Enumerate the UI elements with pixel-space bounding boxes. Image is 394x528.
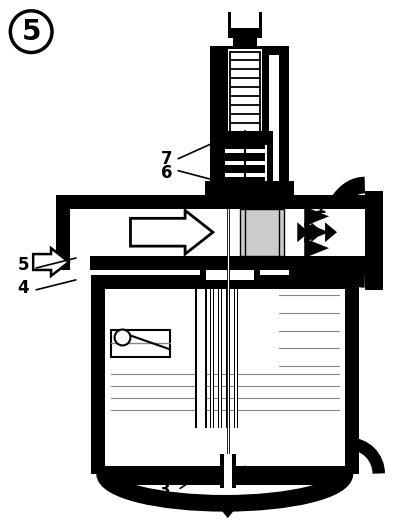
- Bar: [218, 289, 222, 428]
- Bar: [229, 149, 260, 153]
- Text: 2: 2: [309, 467, 321, 485]
- Bar: [279, 45, 289, 204]
- Bar: [220, 454, 236, 488]
- Polygon shape: [304, 206, 329, 227]
- Bar: [56, 256, 210, 270]
- Polygon shape: [33, 248, 69, 276]
- Text: 5: 5: [18, 256, 29, 274]
- Polygon shape: [304, 222, 329, 242]
- Bar: [289, 256, 379, 276]
- Bar: [228, 30, 262, 37]
- Bar: [219, 289, 221, 428]
- Bar: [197, 289, 205, 428]
- Polygon shape: [311, 222, 323, 242]
- Bar: [210, 45, 289, 55]
- Polygon shape: [304, 238, 329, 258]
- Text: 6: 6: [161, 164, 172, 182]
- Bar: [231, 12, 258, 27]
- Bar: [210, 289, 214, 428]
- Bar: [229, 173, 260, 177]
- Bar: [225, 177, 264, 185]
- Bar: [224, 454, 232, 488]
- Bar: [233, 37, 256, 45]
- Circle shape: [115, 329, 130, 345]
- Bar: [91, 275, 359, 289]
- Bar: [235, 289, 237, 428]
- Text: 7: 7: [160, 150, 172, 168]
- Polygon shape: [130, 210, 213, 254]
- Bar: [105, 466, 345, 485]
- Text: 3: 3: [158, 482, 170, 499]
- Bar: [229, 161, 260, 165]
- Bar: [210, 45, 220, 204]
- Bar: [205, 181, 294, 195]
- Bar: [226, 289, 230, 428]
- Polygon shape: [220, 508, 236, 518]
- Bar: [105, 289, 345, 459]
- Bar: [234, 289, 238, 428]
- Bar: [345, 275, 359, 474]
- Bar: [219, 164, 224, 169]
- Text: 1: 1: [314, 200, 326, 218]
- Bar: [70, 256, 90, 270]
- Bar: [218, 131, 225, 185]
- Bar: [206, 270, 254, 280]
- Bar: [268, 138, 273, 144]
- Polygon shape: [297, 222, 309, 242]
- Bar: [228, 49, 262, 142]
- Bar: [228, 12, 262, 30]
- Bar: [220, 45, 269, 145]
- Bar: [200, 270, 260, 280]
- Bar: [219, 177, 224, 183]
- Bar: [240, 210, 284, 256]
- Bar: [268, 164, 273, 169]
- Bar: [56, 195, 210, 210]
- Bar: [219, 151, 224, 157]
- Bar: [219, 138, 224, 144]
- Bar: [91, 275, 105, 474]
- Bar: [225, 153, 264, 161]
- Polygon shape: [325, 222, 337, 242]
- Polygon shape: [56, 195, 210, 210]
- Bar: [225, 131, 264, 149]
- Bar: [225, 165, 264, 173]
- Bar: [268, 151, 273, 157]
- Bar: [268, 177, 273, 183]
- Polygon shape: [56, 195, 106, 270]
- Bar: [365, 191, 383, 290]
- Bar: [56, 195, 70, 270]
- Bar: [329, 210, 365, 256]
- Bar: [210, 256, 289, 270]
- Text: 5: 5: [21, 17, 41, 45]
- Bar: [266, 131, 273, 185]
- Bar: [227, 289, 229, 428]
- Bar: [70, 210, 343, 256]
- Bar: [210, 195, 289, 210]
- Bar: [289, 195, 379, 215]
- Text: 4: 4: [18, 279, 29, 297]
- Bar: [111, 329, 170, 357]
- Bar: [211, 289, 213, 428]
- Bar: [195, 289, 207, 428]
